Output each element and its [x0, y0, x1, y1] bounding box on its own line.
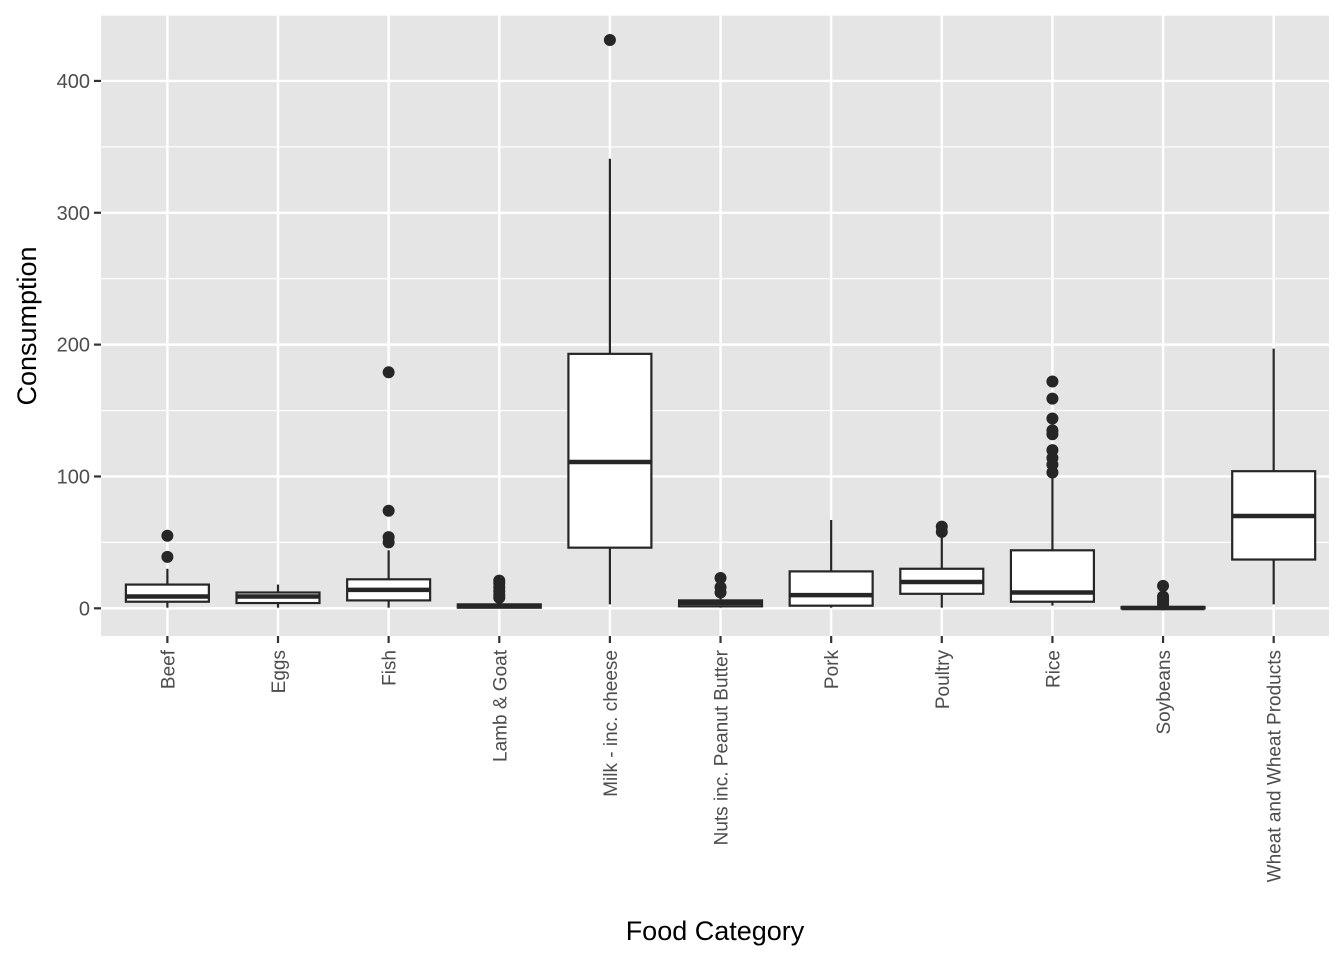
- y-tick-label: 0: [79, 598, 90, 620]
- outlier-point: [1046, 428, 1059, 441]
- outlier-point: [382, 504, 395, 517]
- x-tick-label: Rice: [1043, 650, 1064, 688]
- box-iqr: [788, 570, 874, 607]
- outlier-point: [935, 525, 948, 538]
- outlier-point: [1046, 392, 1059, 405]
- outlier-point: [714, 586, 727, 599]
- x-tick-label: Pork: [822, 650, 843, 690]
- outlier-point: [714, 571, 727, 584]
- outlier-point: [1157, 579, 1170, 592]
- x-tick-label: Soybeans: [1154, 650, 1175, 735]
- outlier-point: [382, 366, 395, 379]
- x-tick-label: Lamb & Goat: [490, 649, 511, 762]
- y-tick-label: 100: [57, 466, 90, 488]
- box-nuts-inc-peanut-butter: [677, 571, 764, 608]
- outlier-point: [493, 591, 506, 604]
- box-poultry: [899, 520, 985, 608]
- box-eggs: [235, 584, 321, 608]
- box-iqr: [567, 352, 653, 549]
- outlier-point: [1157, 598, 1170, 611]
- box-soybeans: [1120, 579, 1206, 611]
- axes: 0 100 200 300 400 Beef Eggs Fish Lamb & Goat Milk…: [57, 71, 1286, 882]
- y-tick-label: 200: [57, 335, 90, 357]
- box-lamb-goat: [456, 574, 542, 609]
- box-pork: [788, 519, 874, 608]
- box-iqr: [124, 583, 210, 603]
- box-wheat-and-wheat-products: [1231, 348, 1317, 605]
- outlier-point: [1046, 412, 1059, 425]
- x-tick-label: Beef: [158, 649, 179, 689]
- x-tick-label: Eggs: [269, 650, 290, 693]
- y-tick-label: 300: [57, 203, 90, 225]
- outlier-point: [1046, 466, 1059, 479]
- x-tick-label: Wheat and Wheat Products: [1265, 650, 1286, 882]
- box-beef: [124, 529, 210, 608]
- plot-panel: [101, 15, 1329, 636]
- box-fish: [346, 366, 432, 608]
- outlier-point: [1046, 375, 1059, 388]
- outlier-point: [382, 536, 395, 549]
- x-tick-label: Fish: [380, 650, 401, 686]
- outlier-point: [603, 34, 616, 47]
- y-axis-title: Consumption: [12, 246, 42, 405]
- y-tick-label: 400: [57, 71, 90, 93]
- box-milk-inc-cheese: [567, 34, 653, 605]
- boxes: [124, 34, 1317, 611]
- box-rice: [1009, 375, 1096, 606]
- x-tick-label: Milk - inc. cheese: [601, 650, 622, 797]
- outlier-point: [161, 550, 174, 563]
- x-tick-label: Poultry: [933, 650, 954, 710]
- x-tick-label: Nuts inc. Peanut Butter: [712, 649, 733, 845]
- x-axis-title: Food Category: [626, 916, 805, 946]
- outlier-point: [161, 529, 174, 542]
